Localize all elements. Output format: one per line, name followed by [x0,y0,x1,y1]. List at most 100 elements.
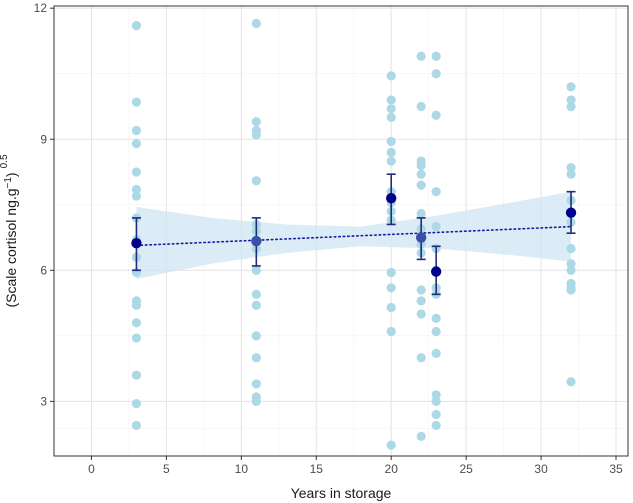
data-point [431,396,441,406]
data-point [131,21,142,31]
data-point [416,160,426,171]
x-tick-label: 20 [385,462,399,476]
y-tick-label: 12 [34,1,48,15]
data-point [416,285,426,295]
y-tick-label: 6 [40,263,47,277]
data-point [131,420,142,431]
data-point [431,222,441,232]
data-point [251,289,261,299]
data-point [566,82,576,92]
data-point [386,283,396,293]
x-tick-label: 25 [459,462,473,476]
data-point [131,97,142,107]
group-mean-point [430,266,442,277]
data-point [431,313,441,323]
data-point [566,169,576,179]
data-point [251,265,261,275]
trend-line [135,225,572,247]
trend-line-layer [135,225,572,247]
data-point [251,300,261,310]
data-point [131,184,142,195]
data-point [566,95,576,105]
group-mean-point [131,238,142,249]
data-point [251,176,261,186]
data-point [431,110,441,120]
data-point [386,104,396,114]
data-point [131,370,142,380]
data-point [386,112,396,123]
x-tick-label: 15 [310,462,324,476]
data-point [251,379,261,389]
data-point [566,265,576,275]
y-axis-title-main: (Scale cortisol ng.g [3,188,19,307]
data-point [386,440,396,450]
data-point [251,130,261,140]
data-point [416,101,426,112]
y-tick-label: 9 [40,132,47,146]
data-point [566,285,576,295]
data-point [251,117,261,127]
data-point [131,167,142,177]
data-point [251,353,261,363]
panel-border [53,5,629,457]
data-point [431,51,441,61]
group-mean-point [386,193,397,204]
data-point [416,309,426,319]
data-point [431,348,441,358]
x-tick-label: 10 [235,462,249,476]
data-point [416,431,426,441]
data-point [386,147,396,157]
data-point [416,180,426,190]
data-point [386,136,396,147]
group-mean-point [251,235,262,247]
x-tick-label: 5 [163,462,170,476]
data-point [431,326,441,337]
data-point [431,69,441,79]
data-point [251,331,261,341]
x-tick-label: 35 [609,462,623,476]
data-point [416,296,426,306]
group-mean-point [565,207,577,218]
data-point [416,208,426,219]
y-axis-title-superscript: −1 [3,177,14,189]
data-point [566,163,576,173]
data-point [386,71,396,81]
group-means [131,193,577,277]
x-axis-ticks: 0 5 10 15 20 25 30 35 [88,456,623,476]
data-point [131,333,142,343]
data-point [386,95,396,105]
data-point [431,390,441,400]
data-point [386,156,396,166]
group-mean-point [415,232,427,243]
data-point [431,187,441,197]
x-tick-label: 30 [534,462,548,476]
data-point [431,420,441,431]
data-point [131,398,142,409]
y-axis-title-close: ) [3,172,19,177]
data-point [566,243,576,254]
data-point [566,259,576,269]
data-point [251,396,261,406]
data-point [131,191,142,201]
y-axis-title-exponent: 0.5 [0,154,10,168]
data-point [416,169,426,179]
data-point [416,353,426,363]
data-point [131,139,142,149]
data-point [386,302,396,313]
data-point [386,326,396,337]
x-tick-label: 0 [88,462,95,476]
data-point [416,51,426,61]
y-tick-label: 3 [40,394,47,408]
y-axis-ticks: 3 6 9 12 [34,1,54,408]
y-axis-title: (Scale cortisol ng.g−1) 0.5 [0,154,19,307]
data-point [386,267,396,278]
data-point [431,409,441,420]
x-axis-title: Years in storage [291,485,392,501]
data-point [566,377,576,387]
data-point [566,101,576,112]
data-point [131,125,142,136]
data-point [131,318,142,328]
data-point [131,300,142,310]
data-point [251,18,261,29]
